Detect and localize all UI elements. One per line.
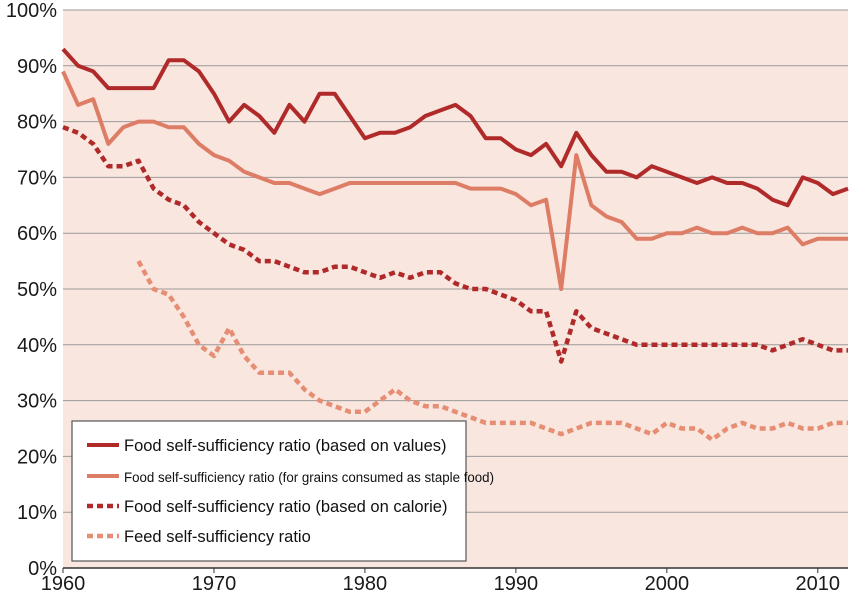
x-tick-label: 1990 [494, 573, 539, 594]
y-tick-label: 0% [28, 558, 57, 580]
legend-item-feed-label: Feed self-sufficiency ratio [124, 528, 311, 546]
series-line-staple-grains [61, 70, 848, 291]
y-tick-label: 90% [17, 56, 57, 78]
series-line-calorie [62, 125, 848, 364]
series-lines [61, 47, 849, 442]
y-tick-label: 30% [17, 391, 57, 413]
x-axis-ticks: 1960 1970 1980 1990 2000 2010 [41, 567, 848, 594]
y-tick-label: 60% [17, 223, 57, 245]
series-line-feed [136, 260, 848, 442]
legend: Food self-sufficiency ratio (based on va… [71, 420, 494, 562]
x-tick-label: 1970 [192, 573, 237, 594]
y-tick-label: 40% [17, 335, 57, 357]
x-tick-label: 1960 [41, 573, 86, 594]
legend-item-staple-grains-label: Food self-sufficiency ratio (for grains … [124, 470, 494, 486]
y-tick-label: 10% [17, 502, 57, 524]
x-tick-label: 2010 [796, 573, 841, 594]
legend-box [71, 420, 467, 562]
y-tick-label: 80% [17, 112, 57, 134]
y-tick-label: 50% [17, 279, 57, 301]
y-tick-label: 70% [17, 167, 57, 189]
x-tick-label: 2000 [645, 573, 690, 594]
series-line-values [61, 47, 849, 208]
x-tick-label: 1980 [343, 573, 388, 594]
y-tick-label: 20% [17, 446, 57, 468]
y-axis-ticks: 0% 10% 20% 30% 40% 50% 60% 70% 80% 90% 100% [6, 0, 57, 580]
legend-item-values-label: Food self-sufficiency ratio (based on va… [124, 437, 447, 455]
y-tick-label: 100% [6, 0, 57, 22]
legend-item-calorie-label: Food self-sufficiency ratio (based on ca… [124, 498, 447, 516]
